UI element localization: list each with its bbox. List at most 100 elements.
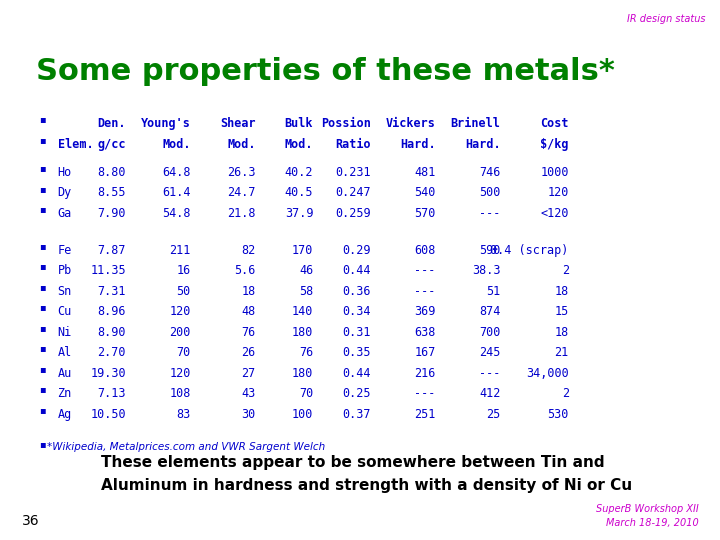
Text: Cost: Cost — [540, 117, 569, 130]
Text: Ratio: Ratio — [336, 138, 371, 151]
Text: Possion: Possion — [321, 117, 371, 130]
Text: ▪: ▪ — [40, 302, 46, 313]
Text: 412: 412 — [479, 387, 500, 400]
Text: 369: 369 — [414, 305, 436, 318]
Text: 2: 2 — [562, 264, 569, 277]
Text: 7.90: 7.90 — [97, 207, 126, 220]
Text: 27: 27 — [241, 367, 256, 380]
Text: 120: 120 — [169, 305, 191, 318]
Text: 2.70: 2.70 — [97, 346, 126, 359]
Text: <120: <120 — [540, 207, 569, 220]
Text: g/cc: g/cc — [97, 138, 126, 151]
Text: Mod.: Mod. — [227, 138, 256, 151]
Text: 18: 18 — [554, 326, 569, 339]
Text: 170: 170 — [292, 244, 313, 256]
Text: 15: 15 — [554, 305, 569, 318]
Text: 0.37: 0.37 — [342, 408, 371, 421]
Text: 608: 608 — [414, 244, 436, 256]
Text: 43: 43 — [241, 387, 256, 400]
Text: 5.6: 5.6 — [234, 264, 256, 277]
Text: ▪: ▪ — [40, 163, 46, 173]
Text: 7.87: 7.87 — [97, 244, 126, 256]
Text: 0.35: 0.35 — [342, 346, 371, 359]
Text: 590: 590 — [479, 244, 500, 256]
Text: Shear: Shear — [220, 117, 256, 130]
Text: ▪: ▪ — [40, 384, 46, 395]
Text: 50: 50 — [176, 285, 191, 298]
Text: Some properties of these metals*: Some properties of these metals* — [36, 57, 615, 86]
Text: 0.31: 0.31 — [342, 326, 371, 339]
Text: 40.5: 40.5 — [284, 186, 313, 199]
Text: 19.30: 19.30 — [91, 367, 126, 380]
Text: Pb: Pb — [58, 264, 72, 277]
Text: 481: 481 — [414, 166, 436, 179]
Text: 36: 36 — [22, 514, 39, 528]
Text: 10.50: 10.50 — [91, 408, 126, 421]
Text: 38.3: 38.3 — [472, 264, 500, 277]
Text: 30: 30 — [241, 408, 256, 421]
Text: 48: 48 — [241, 305, 256, 318]
Text: Ho: Ho — [58, 166, 72, 179]
Text: 16: 16 — [176, 264, 191, 277]
Text: *Wikipedia, Metalprices.com and VWR Sargent Welch: *Wikipedia, Metalprices.com and VWR Sarg… — [47, 442, 325, 452]
Text: 82: 82 — [241, 244, 256, 256]
Text: Vickers: Vickers — [386, 117, 436, 130]
Text: 51: 51 — [486, 285, 500, 298]
Text: 7.13: 7.13 — [97, 387, 126, 400]
Text: 530: 530 — [547, 408, 569, 421]
Text: 140: 140 — [292, 305, 313, 318]
Text: 54.8: 54.8 — [162, 207, 191, 220]
Text: 83: 83 — [176, 408, 191, 421]
Text: ▪: ▪ — [40, 323, 46, 333]
Text: $/kg: $/kg — [540, 138, 569, 151]
Text: 120: 120 — [169, 367, 191, 380]
Text: 0.247: 0.247 — [336, 186, 371, 199]
Text: 500: 500 — [479, 186, 500, 199]
Text: 8.80: 8.80 — [97, 166, 126, 179]
Text: Mod.: Mod. — [162, 138, 191, 151]
Text: ▪: ▪ — [40, 114, 46, 125]
Text: Dy: Dy — [58, 186, 72, 199]
Text: March 18-19, 2010: March 18-19, 2010 — [606, 518, 698, 528]
Text: 0.36: 0.36 — [342, 285, 371, 298]
Text: 70: 70 — [299, 387, 313, 400]
Text: 216: 216 — [414, 367, 436, 380]
Text: 570: 570 — [414, 207, 436, 220]
Text: 245: 245 — [479, 346, 500, 359]
Text: ---: --- — [414, 285, 436, 298]
Text: 21.8: 21.8 — [227, 207, 256, 220]
Text: Fe: Fe — [58, 244, 72, 256]
Text: 8.55: 8.55 — [97, 186, 126, 199]
Text: 874: 874 — [479, 305, 500, 318]
Text: 8.90: 8.90 — [97, 326, 126, 339]
Text: 2: 2 — [562, 387, 569, 400]
Text: SuperB Workshop XII: SuperB Workshop XII — [595, 504, 698, 514]
Text: ▪: ▪ — [40, 439, 46, 449]
Text: ---: --- — [414, 264, 436, 277]
Text: 638: 638 — [414, 326, 436, 339]
Text: 7.31: 7.31 — [97, 285, 126, 298]
Text: 200: 200 — [169, 326, 191, 339]
Text: ▪: ▪ — [40, 184, 46, 194]
Text: Sn: Sn — [58, 285, 72, 298]
Text: 24.7: 24.7 — [227, 186, 256, 199]
Text: 180: 180 — [292, 326, 313, 339]
Text: ▪: ▪ — [40, 282, 46, 292]
Text: Elem.: Elem. — [58, 138, 93, 151]
Text: 0.44: 0.44 — [342, 264, 371, 277]
Text: 8.96: 8.96 — [97, 305, 126, 318]
Text: 25: 25 — [486, 408, 500, 421]
Text: Aluminum in hardness and strength with a density of Ni or Cu: Aluminum in hardness and strength with a… — [101, 478, 632, 493]
Text: These elements appear to be somewhere between Tin and: These elements appear to be somewhere be… — [101, 455, 604, 470]
Text: IR design status: IR design status — [627, 14, 706, 24]
Text: 58: 58 — [299, 285, 313, 298]
Text: 46: 46 — [299, 264, 313, 277]
Text: ---: --- — [479, 367, 500, 380]
Text: 76: 76 — [299, 346, 313, 359]
Text: 11.35: 11.35 — [91, 264, 126, 277]
Text: ▪: ▪ — [40, 241, 46, 251]
Text: Hard.: Hard. — [400, 138, 436, 151]
Text: 26: 26 — [241, 346, 256, 359]
Text: Ni: Ni — [58, 326, 72, 339]
Text: Al: Al — [58, 346, 72, 359]
